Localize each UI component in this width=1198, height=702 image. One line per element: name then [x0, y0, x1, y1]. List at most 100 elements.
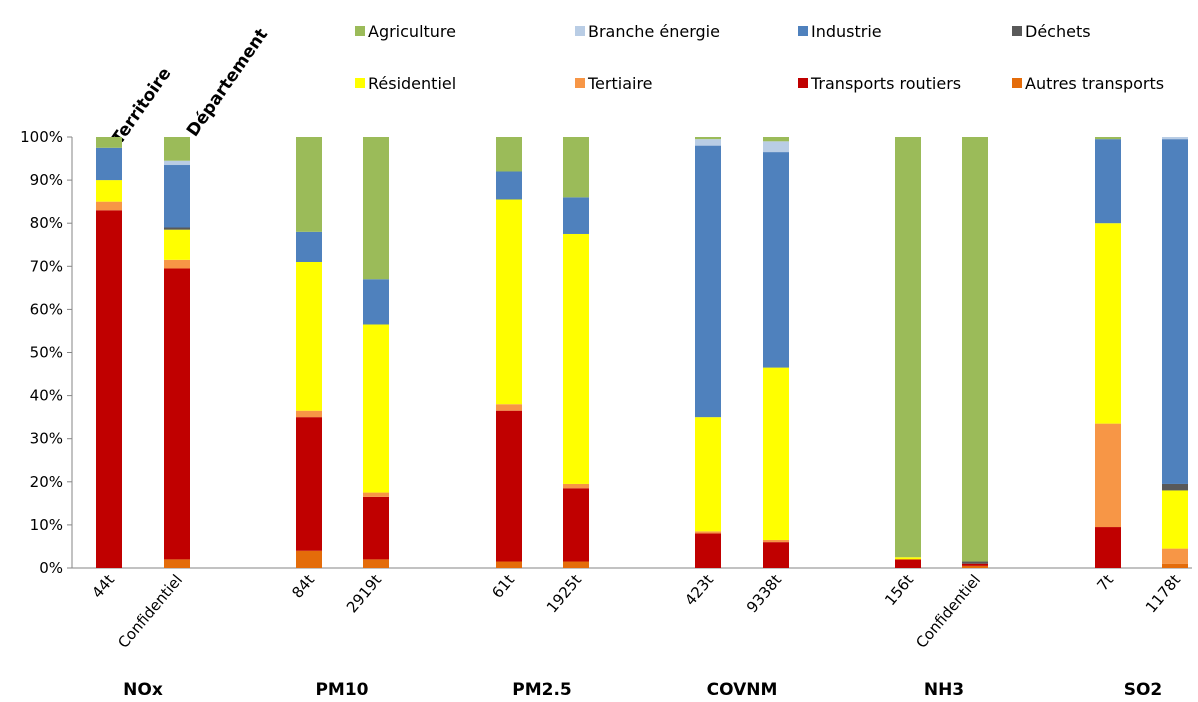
x-category-label: 44t: [88, 571, 118, 602]
bar-segment: [363, 137, 389, 280]
bar-segment: [296, 550, 322, 568]
bar-segment: [1162, 490, 1188, 549]
bar-segment: [1162, 483, 1188, 491]
bar-segment: [164, 559, 190, 568]
bar-segment: [563, 197, 589, 234]
legend-item: Agriculture: [355, 21, 456, 41]
group-label: NOx: [123, 680, 163, 700]
bar-segment: [763, 539, 789, 543]
bar-segment: [695, 145, 721, 418]
bar-segment: [962, 137, 988, 562]
bar-segment: [296, 231, 322, 262]
legend-item: Résidentiel: [355, 73, 456, 93]
group-label: SO2: [1124, 680, 1163, 700]
legend-item: Tertiaire: [575, 73, 653, 93]
bar-segment: [96, 147, 122, 181]
legend-item: Déchets: [1012, 21, 1091, 41]
bar-segment: [296, 417, 322, 551]
legend-swatch: [1012, 78, 1022, 88]
bar-segment: [363, 492, 389, 497]
bar-segment: [496, 171, 522, 200]
bar-segment: [363, 496, 389, 560]
x-category-label: Confidentiel: [912, 571, 984, 652]
y-tick-label: 50%: [30, 344, 63, 362]
x-category-label: 1925t: [543, 571, 585, 616]
bar-segment: [496, 137, 522, 172]
bar-segment: [496, 561, 522, 568]
bar-segment: [1095, 137, 1121, 140]
bar-segment: [496, 410, 522, 562]
legend-label: Agriculture: [368, 21, 456, 41]
legend-swatch: [575, 78, 585, 88]
legend-swatch: [575, 26, 585, 36]
legend: Agriculture Branche énergie Industrie Déche…: [0, 0, 1198, 110]
bar-segment: [695, 139, 721, 146]
x-category-label: 1178t: [1142, 571, 1184, 616]
y-tick-label: 30%: [30, 430, 63, 448]
legend-label: Autres transports: [1025, 73, 1165, 93]
legend-label: Branche énergie: [588, 21, 720, 41]
bar-segment: [695, 533, 721, 568]
bar-segment: [1162, 139, 1188, 484]
bar-segment: [363, 559, 389, 568]
legend-label: Résidentiel: [368, 73, 457, 93]
y-tick-label: 20%: [30, 473, 63, 491]
bar-segment: [164, 137, 190, 161]
bar-segment: [895, 557, 921, 560]
bar-segment: [563, 483, 589, 489]
y-tick-label: 10%: [30, 516, 63, 534]
legend-item: Transports routiers: [798, 73, 961, 93]
x-category-label: 84t: [288, 571, 318, 602]
legend-swatch: [798, 26, 808, 36]
bar-segment: [563, 137, 589, 198]
legend-label: Transports routiers: [811, 73, 962, 93]
bar-segment: [496, 404, 522, 411]
bar-segment: [895, 559, 921, 568]
bar-segment: [496, 199, 522, 405]
bar-segment: [695, 417, 721, 532]
group-label: PM10: [315, 680, 368, 700]
y-tick-label: 90%: [30, 171, 63, 189]
bar-segment: [763, 141, 789, 153]
group-label: PM2.5: [512, 680, 572, 700]
bar-segment: [363, 279, 389, 325]
legend-swatch: [355, 26, 365, 36]
bar-segment: [1162, 563, 1188, 568]
legend-label: Déchets: [1025, 21, 1091, 41]
legend-swatch: [798, 78, 808, 88]
bar-segment: [563, 488, 589, 562]
bar-segment: [96, 210, 122, 568]
bar-segment: [164, 160, 190, 166]
x-category-label: 156t: [881, 571, 917, 609]
legend-swatch: [1012, 26, 1022, 36]
y-tick-label: 70%: [30, 257, 63, 275]
bar-segment: [1095, 223, 1121, 424]
bar-segment: [563, 561, 589, 568]
bar-segment: [763, 137, 789, 142]
bar-segment: [763, 152, 789, 368]
bar-segment: [695, 531, 721, 534]
bar-segment: [962, 565, 988, 568]
legend-label: Industrie: [811, 21, 882, 41]
group-label: COVNM: [707, 680, 778, 700]
y-tick-label: 40%: [30, 387, 63, 405]
legend-item: Autres transports: [1012, 73, 1164, 93]
group-label: NH3: [924, 680, 964, 700]
bar-segment: [695, 137, 721, 140]
bar-segment: [164, 227, 190, 230]
bar-segment: [962, 561, 988, 564]
bar-segment: [164, 259, 190, 269]
bar-segment: [763, 542, 789, 568]
legend-swatch: [355, 78, 365, 88]
x-category-label: 7t: [1093, 571, 1117, 594]
bar-segment: [895, 137, 921, 558]
bar-segment: [164, 268, 190, 560]
x-category-label: 9338t: [743, 571, 785, 616]
bar-segment: [1162, 548, 1188, 564]
bar-segment: [164, 165, 190, 228]
bar-segment: [763, 367, 789, 540]
legend-item: Branche énergie: [575, 21, 720, 41]
bar-segment: [96, 180, 122, 202]
y-tick-label: 60%: [30, 300, 63, 318]
